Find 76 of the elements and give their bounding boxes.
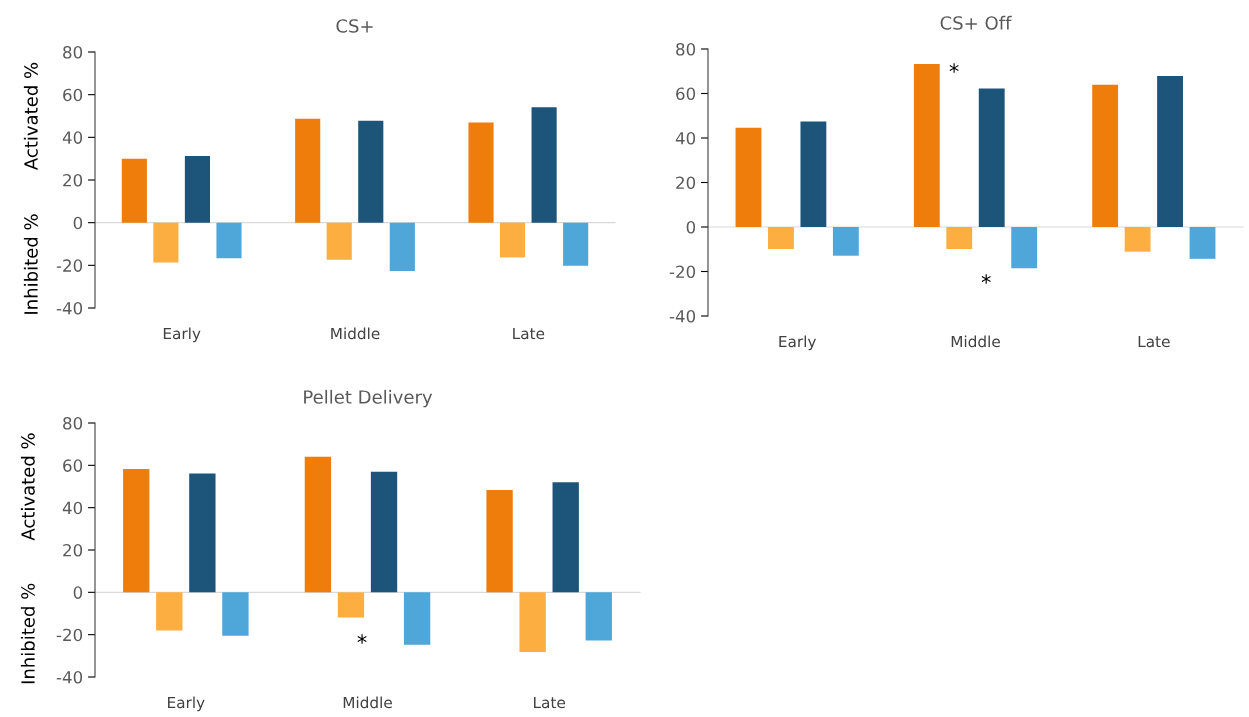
- bar: [295, 118, 321, 223]
- bar: [1189, 227, 1216, 259]
- y-axis-title: Activated %: [20, 433, 35, 541]
- bar: [403, 592, 431, 645]
- bar: [913, 63, 940, 227]
- bar: [468, 122, 494, 223]
- bar: [800, 121, 827, 227]
- bar: [358, 120, 384, 223]
- y-tick-label: 80: [63, 416, 83, 430]
- bar: [1124, 227, 1151, 252]
- x-tick-label: Middle: [951, 335, 1000, 348]
- y-tick-label: 60: [63, 88, 83, 102]
- bar: [1011, 227, 1038, 269]
- bar: [121, 158, 147, 223]
- y-tick-label: 0: [686, 220, 696, 234]
- bar: [563, 222, 589, 266]
- x-tick-label: Early: [168, 696, 205, 712]
- y-tick-label: 40: [62, 131, 83, 144]
- y-tick-label: -20: [56, 259, 83, 272]
- bar: [222, 592, 249, 636]
- chart-title: CS+: [336, 19, 373, 33]
- bar: [326, 222, 352, 260]
- bar: [189, 473, 216, 593]
- y-tick-label: -20: [669, 265, 696, 279]
- y-axis-title: Activated %: [23, 62, 38, 171]
- y-tick-label: 20: [676, 176, 696, 190]
- chart-title: Pellet Delivery: [304, 389, 433, 408]
- y-tick-label: 40: [62, 501, 83, 515]
- bar: [389, 222, 415, 272]
- bar: [531, 107, 557, 223]
- bar: [370, 471, 398, 593]
- bar: [304, 456, 332, 593]
- y-tick-label: 0: [73, 216, 83, 230]
- bar: [156, 592, 183, 631]
- bar: [499, 222, 526, 258]
- bar: [552, 482, 579, 593]
- y-tick-label: -40: [56, 670, 83, 684]
- annotation: *: [981, 274, 991, 284]
- y-tick-label: -40: [56, 301, 83, 315]
- y-tick-label: 80: [676, 42, 696, 56]
- x-tick-label: Late: [513, 327, 545, 340]
- bar: [735, 127, 762, 227]
- text: Inhibited %: [20, 583, 35, 684]
- annotation: *: [949, 63, 959, 73]
- bar: [519, 592, 546, 653]
- bar: [486, 489, 513, 593]
- y-tick-label: 20: [63, 173, 83, 187]
- bar: [946, 227, 973, 250]
- y-tick-label: 60: [676, 87, 696, 101]
- bar: [768, 227, 794, 250]
- bar: [184, 155, 211, 223]
- y-tick-label: 60: [63, 459, 83, 472]
- bar: [153, 222, 179, 263]
- bar: [978, 88, 1005, 227]
- bar: [832, 227, 859, 256]
- y-tick-label: 80: [63, 45, 83, 59]
- bar: [123, 468, 150, 593]
- x-tick-label: Late: [1138, 335, 1170, 348]
- y-tick-label: 20: [63, 543, 83, 557]
- chart-title: CS+ Off: [940, 15, 1012, 30]
- bar: [585, 592, 612, 641]
- y-tick-label: -40: [669, 309, 696, 323]
- y-tick-label: 40: [675, 131, 696, 145]
- bar: [1092, 84, 1119, 227]
- x-tick-label: Late: [534, 696, 565, 709]
- y-tick-label: 0: [73, 586, 83, 599]
- bar: [337, 592, 365, 618]
- x-tick-label: Early: [163, 327, 201, 343]
- x-tick-label: Middle: [331, 327, 380, 340]
- y-tick-label: -20: [56, 628, 83, 642]
- text: Inhibited %: [23, 214, 38, 314]
- bar: [1157, 75, 1183, 227]
- annotation: *: [357, 634, 367, 644]
- x-tick-label: Early: [779, 335, 816, 351]
- x-tick-label: Middle: [343, 696, 392, 709]
- bar: [216, 222, 242, 259]
